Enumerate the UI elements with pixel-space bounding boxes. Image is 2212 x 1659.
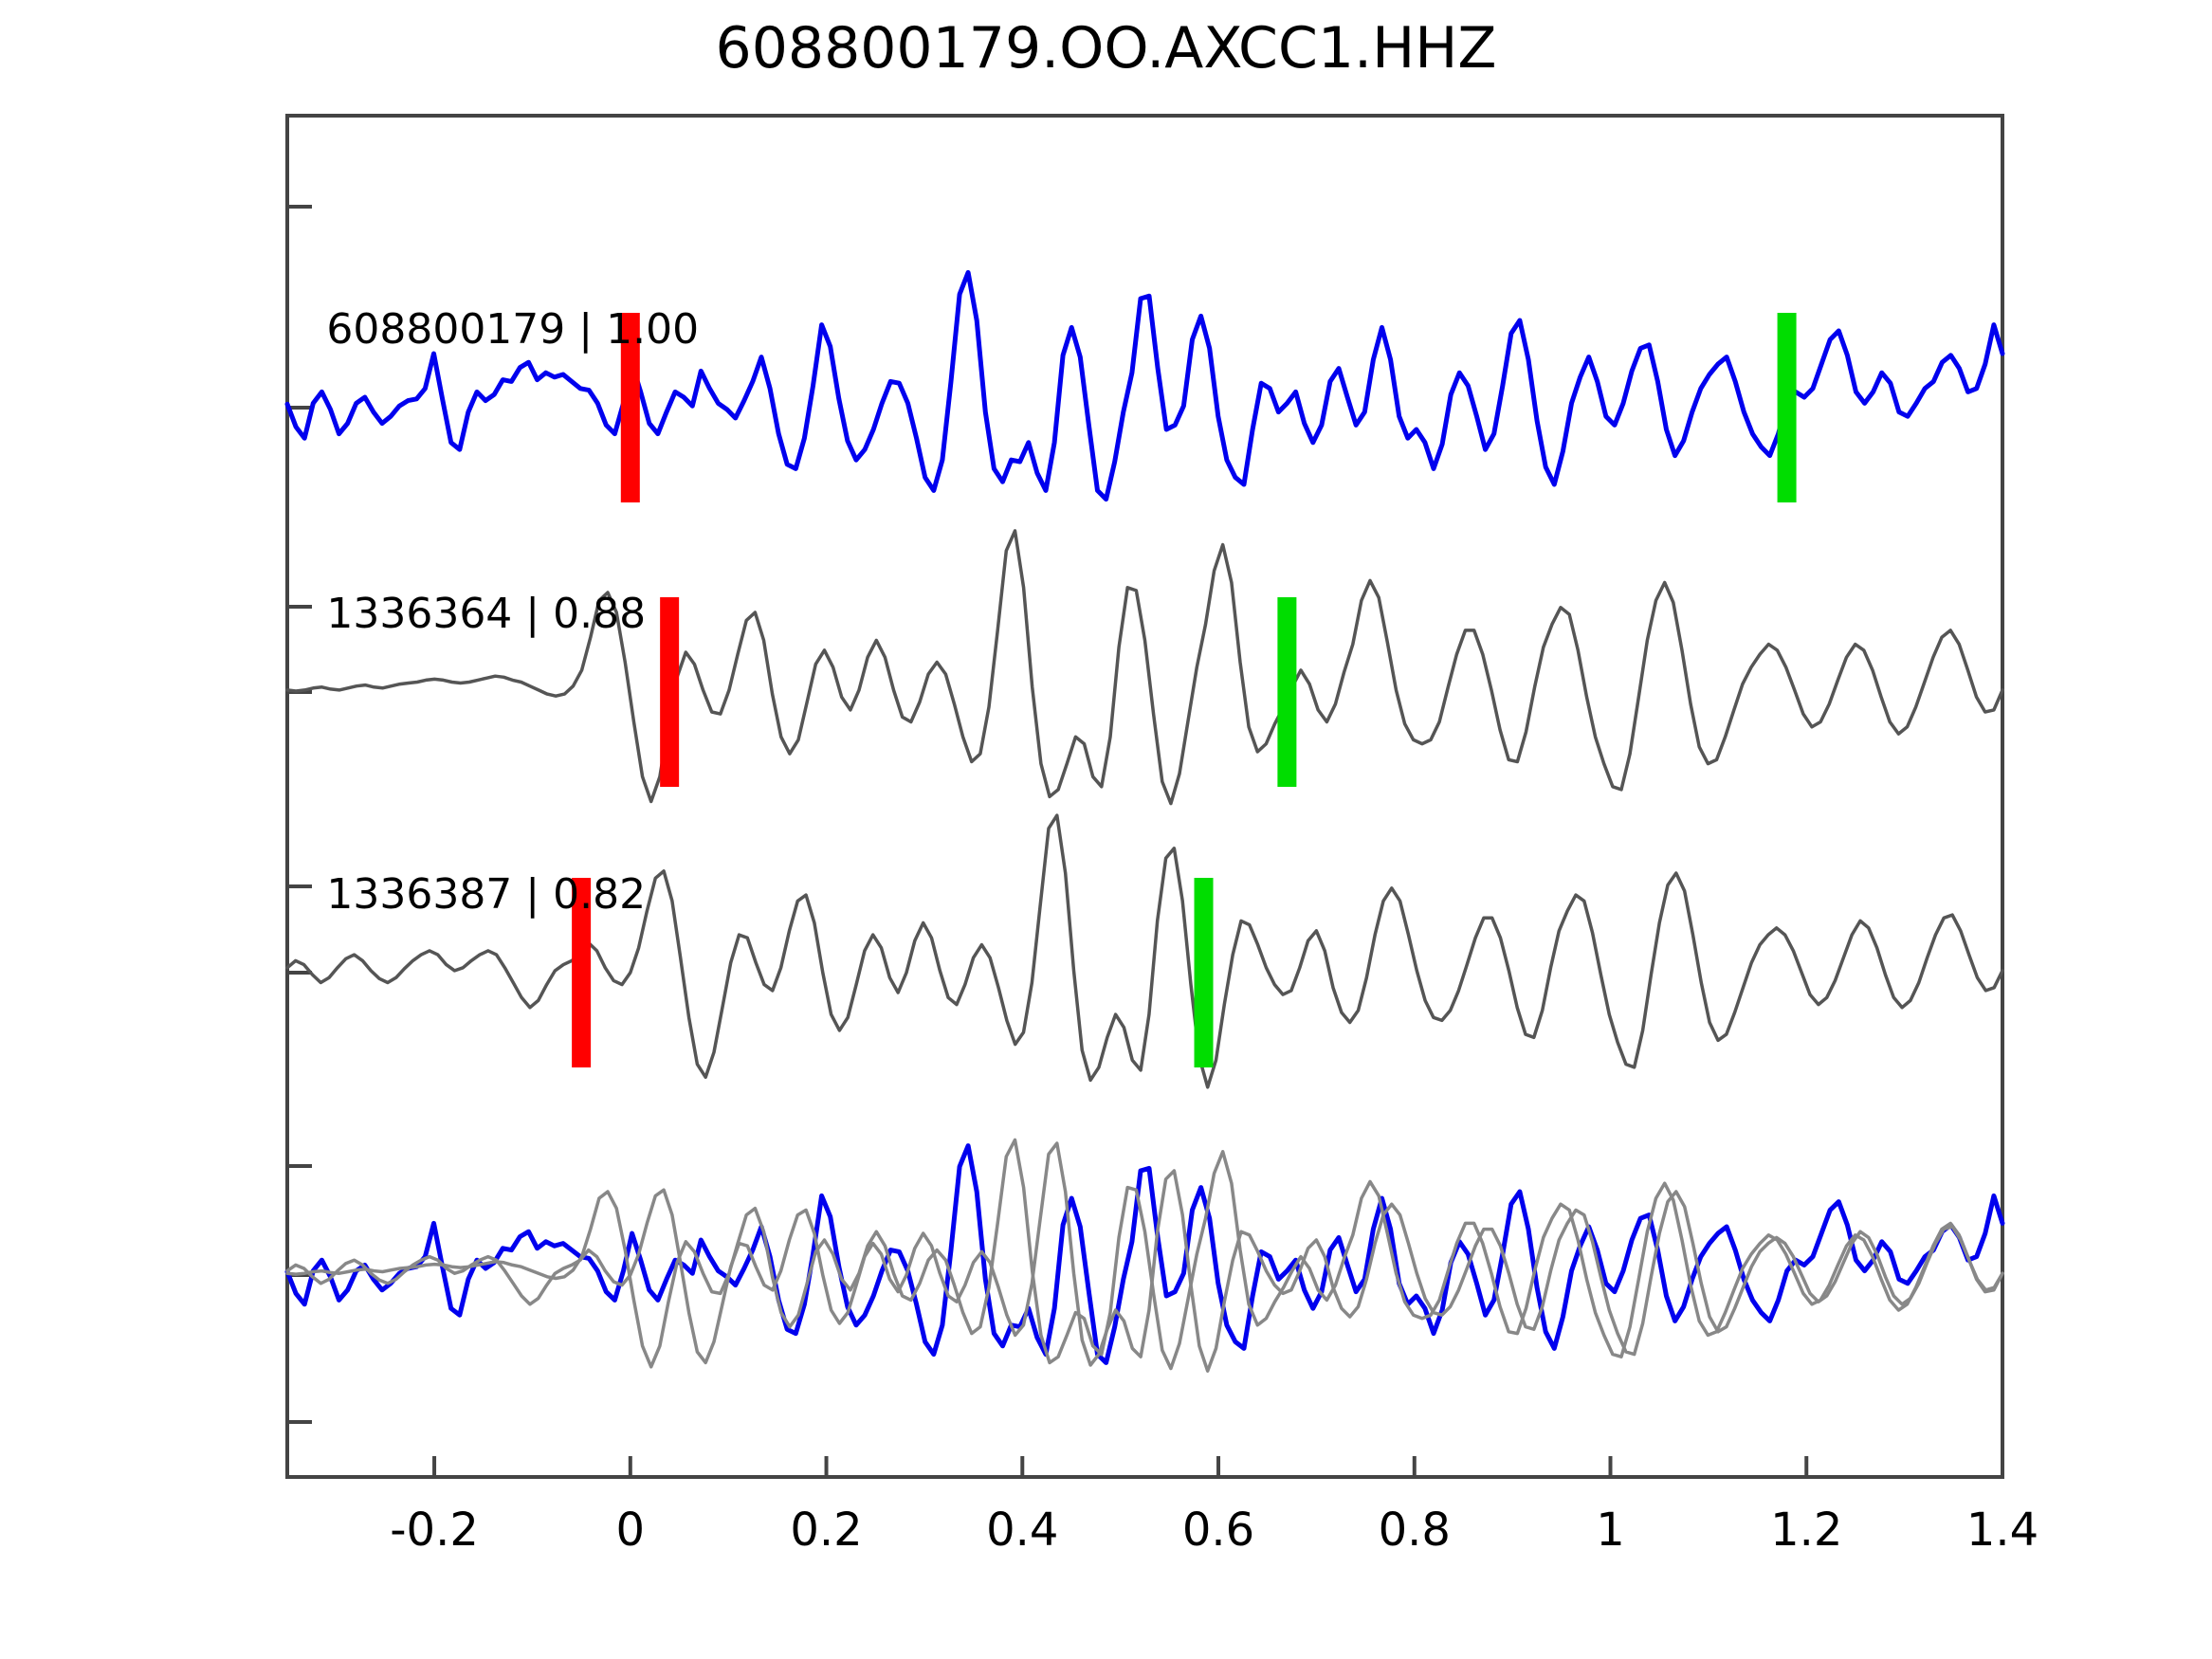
x-tick-label: 0.2	[790, 1504, 862, 1557]
pick-marker	[572, 878, 592, 1067]
trace-label: 1336387 | 0.82	[326, 870, 646, 919]
waveform-traces	[284, 269, 2005, 1373]
trace-label: 608800179 | 1.00	[326, 305, 699, 354]
phase-markers	[572, 313, 1797, 1067]
x-tick-label: 0.4	[986, 1504, 1058, 1557]
x-tick-label: 0.8	[1379, 1504, 1451, 1557]
x-tick-label: 1.4	[1966, 1504, 2038, 1557]
plot-axes-frame	[285, 114, 2004, 1479]
page-title: 608800179.OO.AXCC1.HHZ	[715, 15, 1497, 82]
trace-label: 1336364 | 0.88	[326, 590, 646, 638]
waveform-overlay-trace	[285, 1141, 2004, 1373]
pick-marker	[620, 313, 640, 502]
x-axis-ticks	[432, 1456, 2004, 1477]
waveform-trace	[285, 813, 2004, 1089]
secondary-marker	[1777, 313, 1797, 502]
x-tick-label: 0	[616, 1504, 646, 1557]
y-axis-ticks	[287, 205, 312, 1424]
secondary-marker	[1194, 878, 1214, 1067]
x-tick-label: 1.2	[1770, 1504, 1842, 1557]
waveform-overlay-trace	[284, 1143, 2005, 1365]
x-tick-label: 0.6	[1182, 1504, 1254, 1557]
waveform-trace	[285, 529, 2004, 806]
pick-marker	[660, 597, 680, 787]
x-tick-label: -0.2	[390, 1504, 479, 1557]
x-axis-tick-labels: -0.2 0 0.2 0.4 0.6 0.8 1 1.2 1.4	[390, 1504, 2038, 1557]
secondary-marker	[1277, 597, 1297, 787]
x-tick-label: 1	[1596, 1504, 1625, 1557]
trace-labels: 608800179 | 1.00 1336364 | 0.88 1336387 | …	[326, 305, 699, 919]
waveform-trace	[284, 269, 2005, 502]
